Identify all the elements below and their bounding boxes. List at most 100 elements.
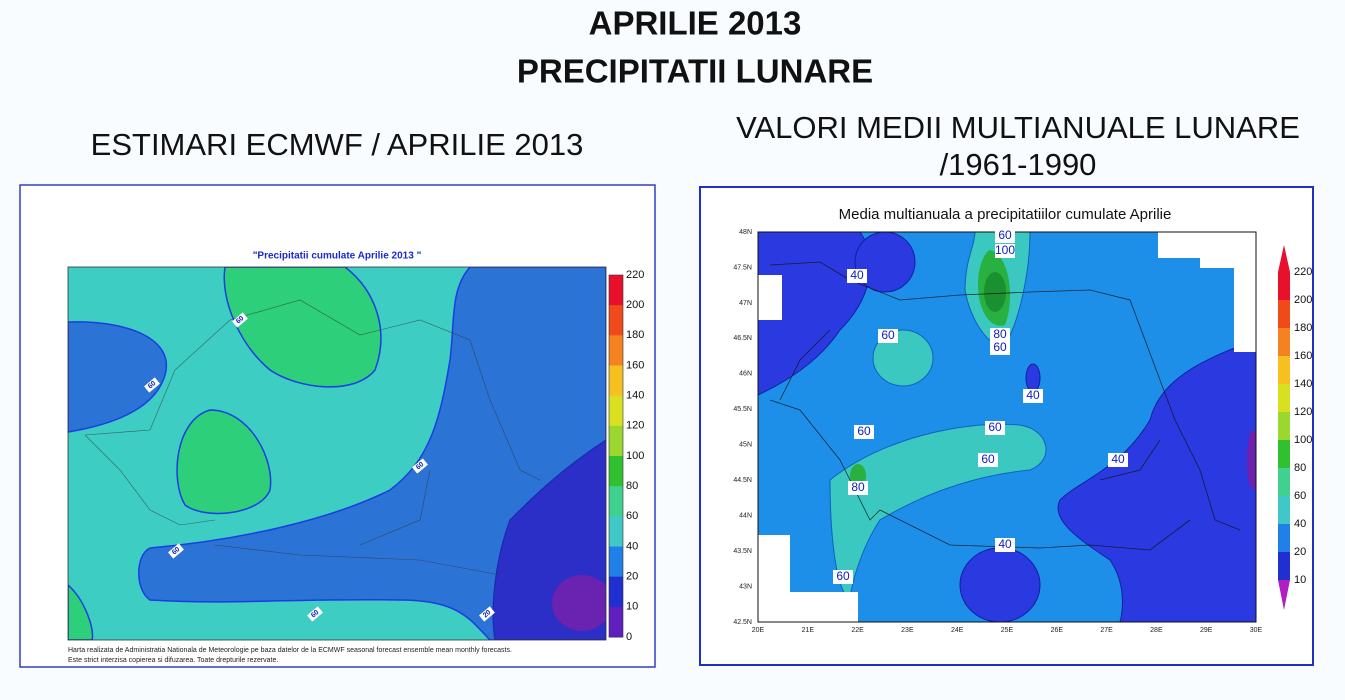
longitude-label: 29E [1200, 627, 1213, 634]
colorbar-label: 20 [626, 571, 638, 583]
colorbar-swatch [609, 395, 623, 427]
latitude-label: 47N [739, 300, 752, 307]
footnote: Harta realizata de Administratia Nationa… [68, 647, 512, 654]
contour-label: 60 [232, 312, 248, 328]
contour-label-box [848, 481, 868, 495]
contour-label: 40 [1111, 452, 1125, 466]
colorbar-swatch [1278, 300, 1290, 329]
colorbar-swatch [1278, 356, 1290, 385]
map-title: Media multianuala a precipitatiilor cumu… [839, 206, 1172, 223]
colorbar-label: 220 [626, 269, 644, 281]
contour-label-box [168, 543, 184, 559]
contour-label-box [854, 425, 874, 439]
latitude-label: 44N [739, 512, 752, 519]
contour-label: 60 [993, 340, 1007, 354]
colorbar-label: 80 [626, 480, 638, 492]
contour-label-text: 60 [235, 315, 246, 325]
contour-label: 100 [995, 243, 1015, 257]
longitude-label: 28E [1150, 627, 1163, 634]
latitude-label: 43N [739, 583, 752, 590]
contour-label-box [833, 570, 853, 584]
colorbar-label: 180 [626, 329, 644, 341]
panel-heading: ESTIMARI ECMWF / APRILIE 2013 [91, 127, 584, 162]
colorbar-swatch [609, 546, 623, 578]
latitude-label: 47.5N [733, 264, 752, 271]
contour-label-text: 60 [310, 609, 321, 619]
contour-label-box [990, 341, 1010, 355]
latitude-label: 46N [739, 371, 752, 378]
latitude-label: 43.5N [733, 548, 752, 555]
contour-label-box [978, 453, 998, 467]
colorbar-label: 100 [626, 450, 644, 462]
colorbar-frame [608, 274, 624, 638]
contour-label-box [995, 538, 1015, 552]
map-title: "Precipitatii cumulate Aprilie 2013 " [253, 251, 422, 262]
longitude-label: 20E [752, 627, 765, 634]
longitude-label: 24E [951, 627, 964, 634]
latitude-label: 45N [739, 442, 752, 449]
colorbar-swatch [609, 275, 623, 306]
footnote: Este strict interzisa copierea si difuza… [68, 657, 278, 664]
left-map [68, 267, 606, 640]
colorbar-swatch [1278, 272, 1290, 301]
contour-label: 60 [144, 377, 160, 393]
colorbar-swatch [1278, 328, 1290, 357]
contour-label: 60 [168, 543, 184, 559]
colorbar-swatch [609, 606, 623, 638]
colorbar-swatch [609, 305, 623, 336]
panel-heading: VALORI MEDII MULTIANUALE LUNARE [736, 110, 1300, 145]
colorbar-swatch [609, 365, 623, 397]
colorbar-swatch [1278, 440, 1290, 469]
colorbar-swatch [609, 335, 623, 366]
contour-label: 40 [850, 268, 864, 282]
longitude-label: 22E [851, 627, 864, 634]
colorbar-label: 200 [1294, 294, 1312, 306]
contour-label: 60 [981, 452, 995, 466]
contour-label: 20 [479, 606, 495, 622]
colorbar-label: 120 [1294, 406, 1312, 418]
colorbar-swatch [1278, 384, 1290, 413]
contour-label: 80 [851, 480, 865, 494]
colorbar-label: 140 [626, 390, 644, 402]
latitude-label: 46.5N [733, 335, 752, 342]
longitude-label: 26E [1051, 627, 1064, 634]
contour-label: 60 [988, 420, 1002, 434]
right-map [758, 232, 1256, 622]
colorbar-swatch [609, 425, 623, 457]
colorbar-swatch [609, 456, 623, 487]
colorbar-label: 160 [626, 359, 644, 371]
contour-label: 60 [998, 228, 1012, 242]
colorbar-label: 60 [1294, 490, 1306, 502]
contour-label: 60 [836, 569, 850, 583]
longitude-label: 23E [901, 627, 914, 634]
colorbar-label: 220 [1294, 266, 1312, 278]
contour-label-box [307, 606, 323, 622]
colorbar-label: 200 [626, 299, 644, 311]
contour-label-box [479, 606, 495, 622]
colorbar-label: 80 [1294, 462, 1306, 474]
colorbar-label: 120 [626, 420, 644, 432]
colorbar-swatch [609, 516, 623, 547]
contour-label: 60 [857, 424, 871, 438]
colorbar-swatch [609, 486, 623, 517]
contour-label-box [847, 269, 867, 283]
colorbar-swatch [1278, 552, 1290, 581]
colorbar-cap [1278, 245, 1290, 272]
contour-label-box [1023, 389, 1043, 403]
latitude-label: 42.5N [733, 619, 752, 626]
contour-label-box [144, 377, 160, 393]
latitude-label: 44.5N [733, 477, 752, 484]
longitude-label: 30E [1250, 627, 1263, 634]
colorbar-label: 20 [1294, 546, 1306, 558]
contour-label: 40 [1026, 388, 1040, 402]
colorbar-label: 140 [1294, 378, 1312, 390]
colorbar-swatch [1278, 468, 1290, 497]
contour-label: 40 [998, 537, 1012, 551]
colorbar-swatch [1278, 496, 1290, 525]
latitude-label: 48N [739, 229, 752, 236]
contour-label-box [995, 244, 1015, 258]
colorbar-label: 180 [1294, 322, 1312, 334]
contour-label-box [985, 421, 1005, 435]
contour-label-text: 60 [171, 546, 182, 556]
